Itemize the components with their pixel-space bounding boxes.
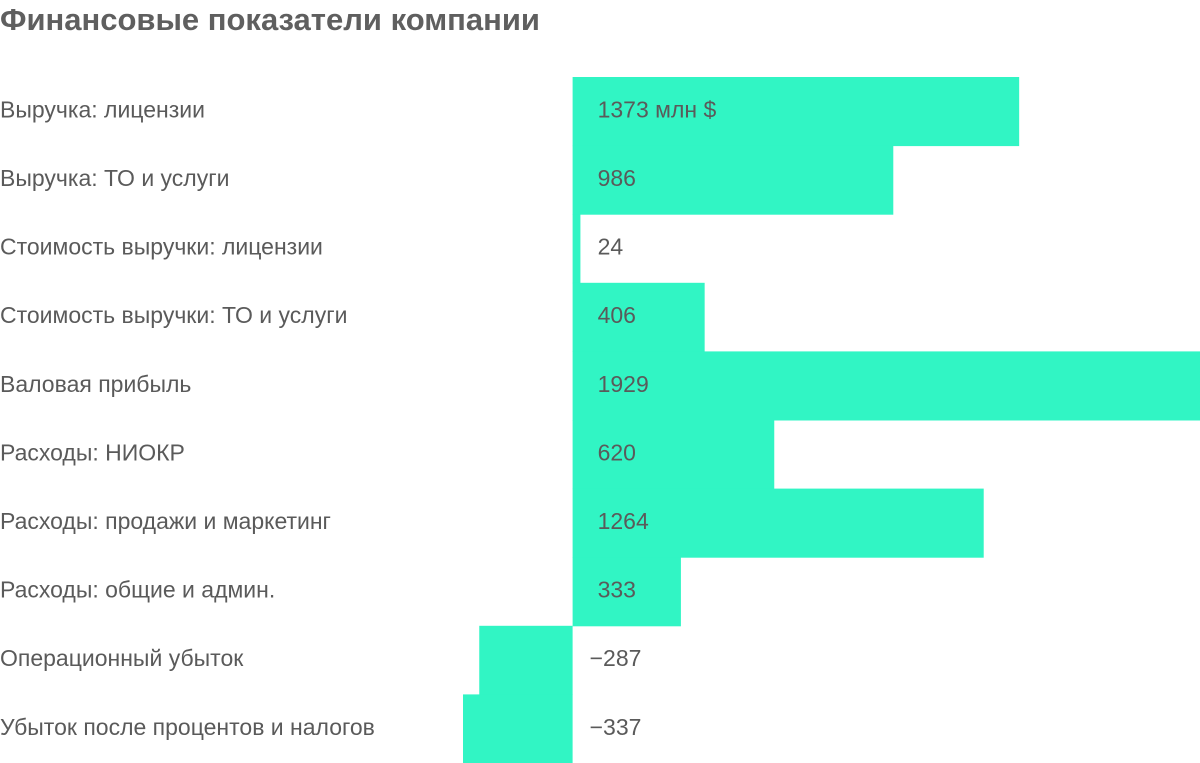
bar: [572, 488, 984, 558]
bar: [572, 351, 1200, 421]
category-label: Стоимость выручки: ТО и услуги: [0, 302, 347, 328]
category-label: Убыток после процентов и налогов: [0, 714, 375, 740]
category-label: Валовая прибыль: [0, 371, 191, 397]
category-label: Расходы: продажи и маркетинг: [0, 508, 331, 534]
bar: [572, 77, 1020, 147]
category-label: Выручка: лицензии: [0, 96, 205, 122]
value-label: 620: [598, 439, 636, 465]
bar: [572, 214, 581, 284]
category-label: Операционный убыток: [0, 645, 244, 671]
category-label: Расходы: общие и админ.: [0, 577, 275, 603]
bar: [572, 557, 681, 627]
bar: [463, 694, 573, 763]
value-label: 1373 млн $: [598, 96, 717, 122]
value-label: 406: [598, 302, 636, 328]
value-label: −287: [590, 645, 642, 671]
bar: [572, 282, 705, 352]
bar: [572, 420, 775, 490]
value-label: 986: [598, 165, 636, 191]
chart-title: Финансовые показатели компании: [0, 2, 540, 37]
value-label: 333: [598, 577, 636, 603]
value-label: 1264: [598, 508, 649, 534]
category-label: Стоимость выручки: лицензии: [0, 234, 323, 260]
category-label: Расходы: НИОКР: [0, 439, 185, 465]
category-label: Выручка: ТО и услуги: [0, 165, 229, 191]
value-label: 24: [598, 234, 624, 260]
value-label: −337: [590, 714, 642, 740]
bar: [572, 145, 894, 215]
bar: [479, 625, 573, 695]
value-label: 1929: [598, 371, 649, 397]
